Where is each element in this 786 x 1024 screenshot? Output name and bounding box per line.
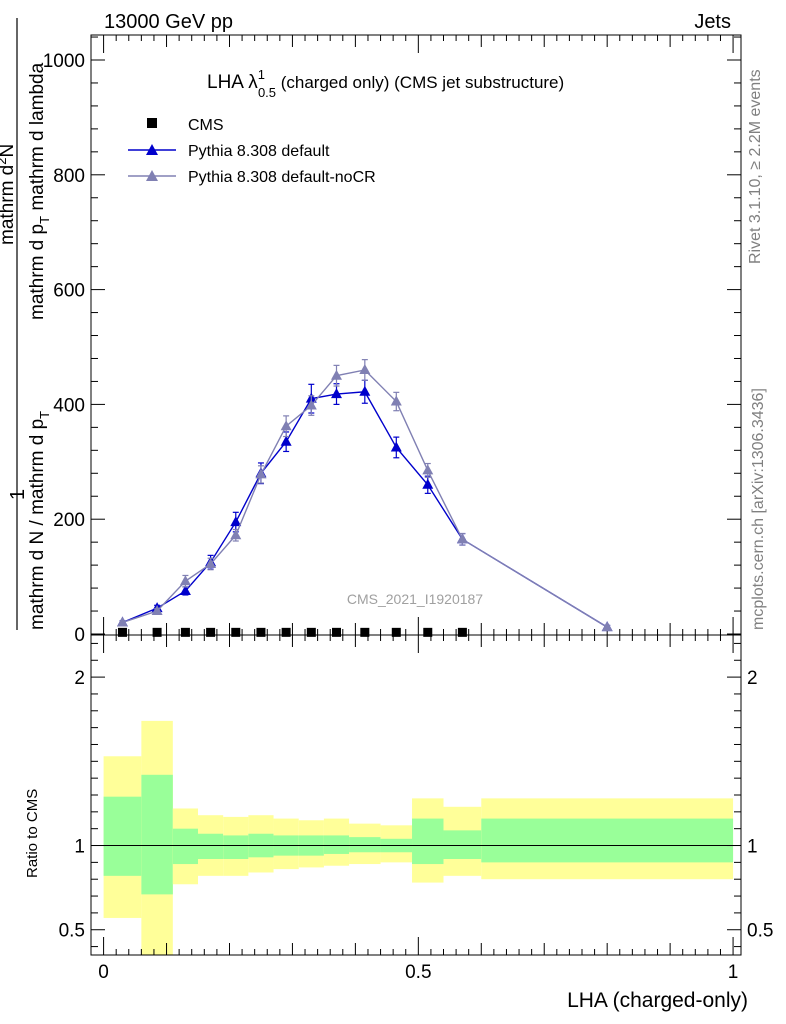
data-point-triangle xyxy=(456,533,468,544)
legend: CMS Pythia 8.308 default Pythia 8.308 de… xyxy=(128,117,376,186)
y-tick-label: 0 xyxy=(74,625,85,646)
plot-title-rest: (charged only) (CMS jet substructure) xyxy=(276,73,564,92)
main-series-layer xyxy=(116,359,613,637)
ratio-y-tick-label-left: 2 xyxy=(74,668,85,689)
ratio-y-tick-label-right: 1 xyxy=(747,837,758,858)
legend-marker-nocr xyxy=(146,170,158,181)
data-point-triangle xyxy=(305,399,317,410)
x-axis-label: LHA (charged-only) xyxy=(567,989,748,1012)
data-point-triangle xyxy=(230,529,242,540)
data-point-triangle xyxy=(116,616,128,627)
ylabel-denominator-main: mathrm d N / mathrm d p xyxy=(27,419,48,630)
x-tick-labels: 0 0.5 1 xyxy=(98,962,738,983)
legend-label-default: Pythia 8.308 default xyxy=(188,143,330,160)
data-point-square xyxy=(256,627,266,637)
y-tick-label: 800 xyxy=(53,166,85,187)
data-point-square xyxy=(360,627,370,637)
rivet-label: Rivet 3.1.10, ≥ 2.2M events xyxy=(747,69,764,264)
ratio-bands-layer xyxy=(103,720,734,955)
data-point-square xyxy=(180,627,190,637)
legend-marker-default xyxy=(146,144,158,155)
ylabel-denominator-sub: T xyxy=(37,411,52,419)
y-tick-label: 600 xyxy=(53,281,85,302)
ratio-band-green xyxy=(103,796,142,876)
data-point-triangle xyxy=(330,369,342,380)
header-left: 13000 GeV pp xyxy=(104,11,233,33)
ylabel-denominator2-sub: T xyxy=(37,216,52,224)
plot-title-main: LHA λ xyxy=(207,72,258,93)
ylabel-denominator: mathrm d N / mathrm d pT xyxy=(27,411,52,630)
ratio-y-tick-label-left: 0.5 xyxy=(59,921,85,942)
data-point-triangle xyxy=(601,621,613,632)
data-point-triangle xyxy=(255,468,267,479)
data-point-square xyxy=(457,627,467,637)
data-point-triangle xyxy=(422,478,434,489)
ratio-band-green xyxy=(323,835,350,854)
ylabel-denominator2: mathrm d pT mathrm d lambda xyxy=(27,62,52,320)
y-axis-label: 1 mathrm d N / mathrm d pT mathrm d2N ma… xyxy=(0,18,52,630)
data-point-triangle xyxy=(179,584,191,595)
ratio-axis-ticks: 0.5 0.5 1 1 2 2 xyxy=(59,635,773,955)
series-line-1 xyxy=(122,391,608,628)
x-tick-label: 1 xyxy=(728,962,739,983)
ratio-y-tick-label-right: 2 xyxy=(747,668,758,689)
legend-label-cms: CMS xyxy=(188,117,224,134)
ylabel-numerator2: mathrm d2N xyxy=(0,144,18,245)
mcplots-label: mcplots.cern.ch [arXiv:1306.3436] xyxy=(750,388,767,630)
data-point-triangle xyxy=(230,516,242,527)
data-point-triangle xyxy=(390,395,402,406)
ratio-band-green xyxy=(443,830,482,859)
ylabel-numerator2-sup: 2 xyxy=(0,158,9,165)
data-point-square xyxy=(306,627,316,637)
ratio-band-green xyxy=(172,828,199,865)
data-point-triangle xyxy=(422,464,434,475)
analysis-watermark: CMS_2021_I1920187 xyxy=(347,591,483,607)
data-point-square xyxy=(281,627,291,637)
ylabel-denominator2-rest: mathrm d lambda xyxy=(27,62,48,216)
data-point-triangle xyxy=(330,388,342,399)
data-point-square xyxy=(152,627,162,637)
y-tick-label: 400 xyxy=(53,395,85,416)
series-line-2 xyxy=(122,369,608,628)
data-point-triangle xyxy=(359,385,371,396)
ratio-band-green xyxy=(141,774,173,895)
ylabel-numerator2-rest: N xyxy=(0,144,18,158)
data-point-triangle xyxy=(359,363,371,374)
x-tick-label: 0 xyxy=(98,962,109,983)
ratio-band-green xyxy=(412,818,444,865)
data-point-square xyxy=(331,627,341,637)
data-point-triangle xyxy=(179,575,191,586)
data-point-triangle xyxy=(205,557,217,568)
data-point-square xyxy=(391,627,401,637)
ratio-band-green xyxy=(198,833,224,859)
ratio-ylabel: Ratio to CMS xyxy=(24,789,41,878)
ratio-y-tick-label-left: 1 xyxy=(74,837,85,858)
data-point-triangle xyxy=(390,441,402,452)
data-point-square xyxy=(117,627,127,637)
y-tick-label: 200 xyxy=(53,510,85,531)
data-point-square xyxy=(423,627,433,637)
ratio-band-green xyxy=(481,818,734,863)
x-tick-label: 0.5 xyxy=(405,962,431,983)
ratio-band-green xyxy=(349,837,381,853)
data-point-triangle xyxy=(280,420,292,431)
data-point-triangle xyxy=(151,605,163,616)
ylabel-denominator2-main: mathrm d p xyxy=(27,224,48,320)
plot-title: LHA λ1 0.5 (charged only) (CMS jet substr… xyxy=(207,67,564,100)
data-point-square xyxy=(231,627,241,637)
legend-marker-cms xyxy=(147,118,157,128)
data-point-triangle xyxy=(280,435,292,446)
legend-label-nocr: Pythia 8.308 default-noCR xyxy=(188,169,376,186)
ylabel-numerator2-main: mathrm d xyxy=(0,165,18,245)
data-point-square xyxy=(206,627,216,637)
y-tick-label: 1000 xyxy=(43,51,85,72)
plot-title-sup: 1 xyxy=(258,67,265,82)
plot-title-sub: 0.5 xyxy=(258,85,276,100)
ratio-plot-frame xyxy=(90,634,742,956)
ratio-band-green xyxy=(223,835,249,859)
ratio-y-tick-label-right: 0.5 xyxy=(747,921,773,942)
ylabel-one: 1 xyxy=(7,489,29,500)
header-right: Jets xyxy=(694,11,731,33)
